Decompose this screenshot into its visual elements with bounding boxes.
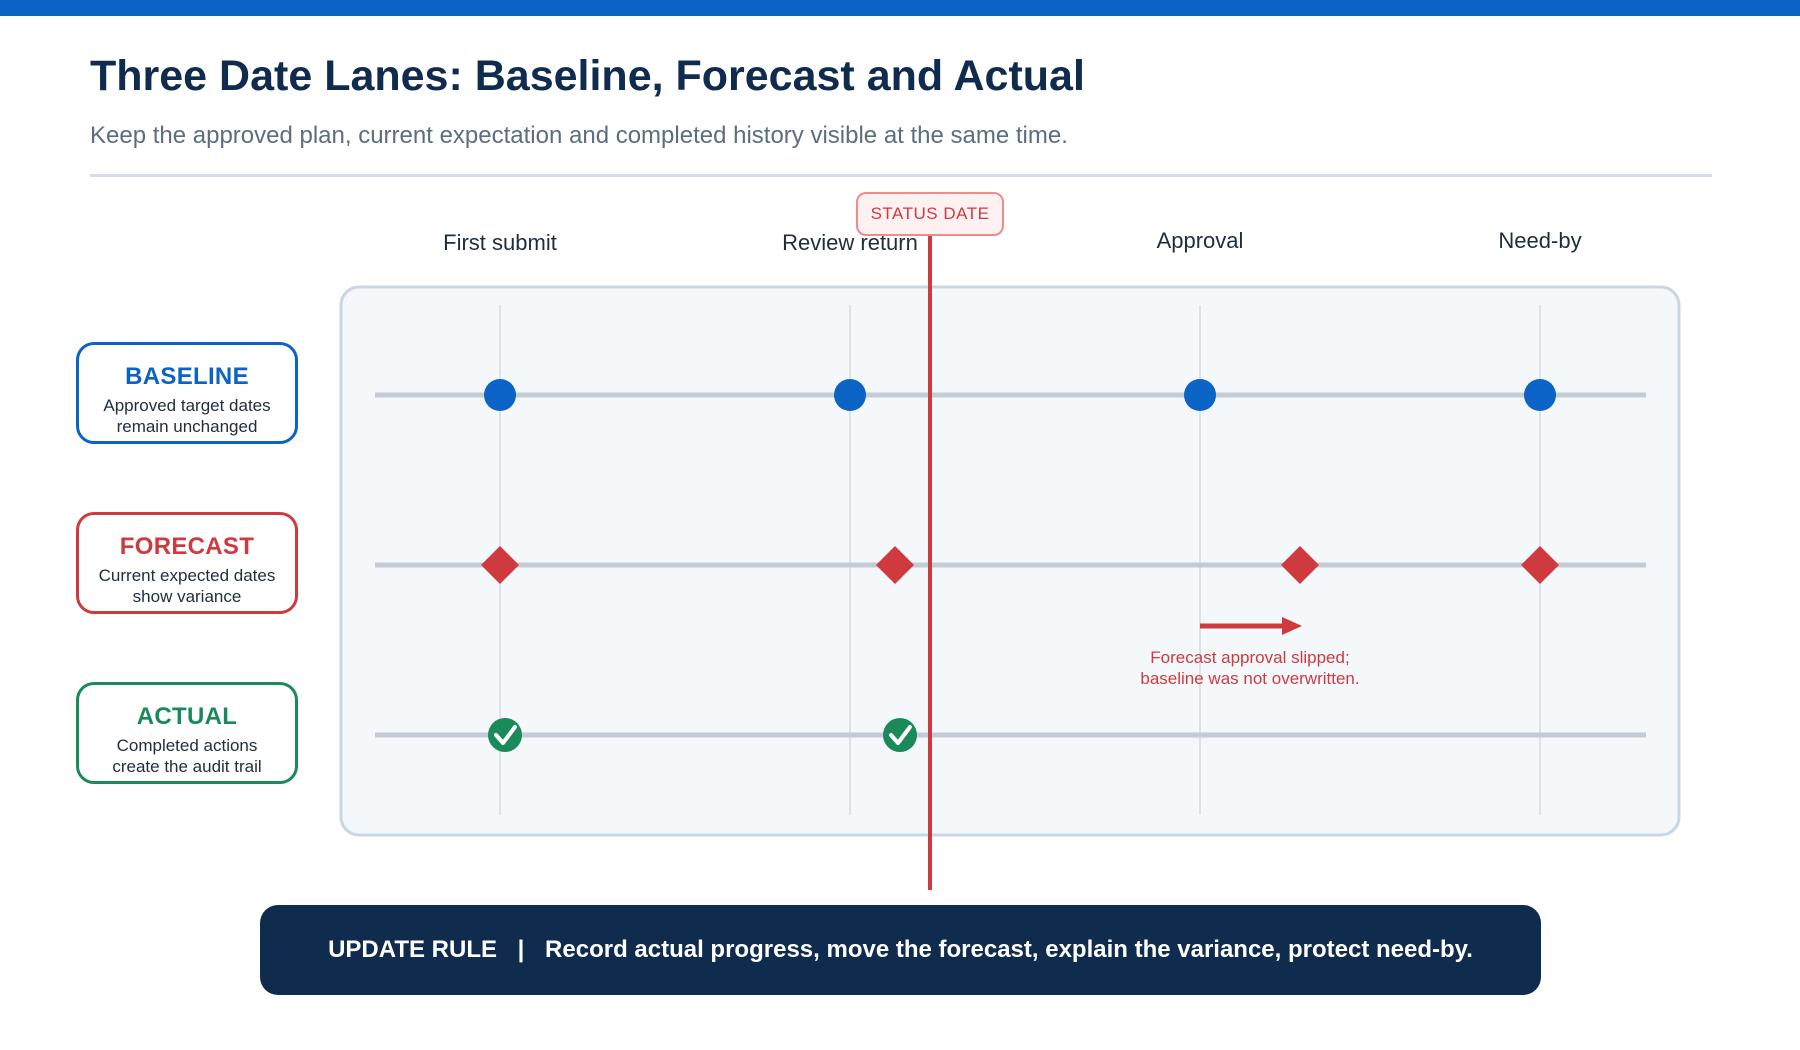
actual-check-icon-review-return (883, 718, 917, 752)
lane-desc-forecast: Current expected dates show variance (87, 565, 287, 607)
page-subtitle: Keep the approved plan, current expectat… (90, 122, 1068, 149)
lane-card-baseline: BASELINE Approved target dates remain un… (76, 342, 298, 444)
slip-annotation-line2: baseline was not overwritten. (1140, 669, 1359, 688)
top-accent-bar (0, 0, 1800, 16)
lane-desc-line: remain unchanged (116, 417, 258, 436)
lane-desc-line: Current expected dates (98, 566, 276, 585)
lane-desc-baseline: Approved target dates remain unchanged (87, 395, 287, 437)
update-rule-separator: | (517, 936, 525, 963)
lane-title-baseline: BASELINE (125, 363, 249, 390)
baseline-marker-review-return (834, 379, 866, 411)
actual-check-icon-first-submit (488, 718, 522, 752)
forecast-marker-need-by (1521, 546, 1559, 584)
update-rule-label: UPDATE RULE (328, 936, 497, 963)
milestone-label-need-by: Need-by (1498, 228, 1581, 253)
update-rule-text: Record actual progress, move the forecas… (545, 936, 1473, 963)
lane-title-forecast: FORECAST (119, 533, 255, 560)
lane-desc-line: show variance (132, 587, 242, 606)
baseline-marker-first-submit (484, 379, 516, 411)
milestone-label-first-submit: First submit (443, 230, 557, 255)
forecast-marker-approval (1281, 546, 1319, 584)
forecast-marker-review-return (876, 546, 914, 584)
header-divider (90, 174, 1712, 177)
lane-desc-line: Completed actions (116, 736, 258, 755)
baseline-marker-need-by (1524, 379, 1556, 411)
slip-arrow-icon (1282, 617, 1302, 635)
lane-card-actual: ACTUAL Completed actions create the audi… (76, 682, 298, 784)
forecast-marker-first-submit (481, 546, 519, 584)
milestone-label-approval: Approval (1157, 228, 1244, 253)
lane-desc-line: Approved target dates (103, 396, 271, 415)
timeline-panel (339, 285, 1681, 837)
lane-title-actual: ACTUAL (136, 703, 238, 730)
update-rule-banner: UPDATE RULE | Record actual progress, mo… (260, 905, 1541, 995)
page-title: Three Date Lanes: Baseline, Forecast and… (90, 52, 1085, 100)
slip-annotation-line1: Forecast approval slipped; (1150, 648, 1349, 667)
lane-card-forecast: FORECAST Current expected dates show var… (76, 512, 298, 614)
status-date-tag: STATUS DATE (856, 192, 1004, 236)
lane-desc-line: create the audit trail (112, 757, 262, 776)
lane-desc-actual: Completed actions create the audit trail (87, 735, 287, 777)
baseline-marker-approval (1184, 379, 1216, 411)
